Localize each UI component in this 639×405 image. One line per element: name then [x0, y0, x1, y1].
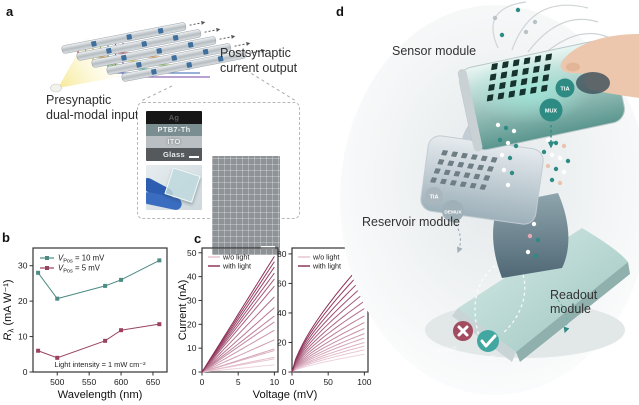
reservoir-device-array — [430, 150, 498, 190]
panel-letter-a: a — [6, 4, 14, 19]
svg-text:Rλ (mA W⁻¹): Rλ (mA W⁻¹) — [2, 279, 16, 340]
svg-text:50: 50 — [323, 377, 333, 387]
svg-text:0: 0 — [23, 367, 28, 377]
signal-dots-sensor — [495, 122, 519, 188]
floating-dots-top — [492, 7, 538, 38]
svg-text:TIA: TIA — [430, 195, 439, 201]
readout-edge — [516, 262, 630, 362]
svg-text:0: 0 — [192, 367, 197, 377]
panel-letter-d: d — [336, 4, 344, 19]
svg-text:TIA: TIA — [560, 87, 570, 93]
true-badge — [477, 330, 499, 352]
inset-connector-left — [140, 85, 173, 102]
reservoir-flow-arrow — [455, 223, 463, 254]
readout-module-arrow — [557, 299, 570, 334]
svg-text:20: 20 — [187, 319, 197, 329]
svg-text:Wavelength (nm): Wavelength (nm) — [58, 389, 143, 401]
finger — [560, 34, 639, 98]
svg-text:DEMUX: DEMUX — [444, 210, 462, 216]
svg-text:40: 40 — [277, 308, 287, 318]
signal-dots-cluster — [541, 137, 571, 186]
reservoir-module-label: Reservoir module — [362, 215, 460, 229]
svg-text:0: 0 — [200, 377, 205, 387]
svg-text:10: 10 — [270, 377, 280, 387]
signal-dots-neck — [523, 217, 541, 259]
svg-text:VPos = 5 mV: VPos = 5 mV — [58, 264, 101, 275]
svg-text:650: 650 — [146, 377, 160, 387]
crossbar-electrodes — [61, 20, 266, 82]
svg-text:100: 100 — [357, 377, 371, 387]
svg-text:MUX: MUX — [545, 109, 558, 115]
svg-text:with light: with light — [312, 262, 341, 271]
light-source — [50, 83, 62, 93]
x-icon — [457, 325, 469, 337]
cross-section-image: Ag PTB7-Th ITO Glass — [146, 111, 202, 161]
svg-text:10: 10 — [18, 332, 28, 342]
svg-text:0: 0 — [290, 377, 295, 387]
panel-letter-c: c — [194, 231, 202, 246]
svg-text:w/o light: w/o light — [312, 253, 339, 262]
panel-letter-b: b — [2, 230, 10, 245]
svg-text:500: 500 — [50, 377, 64, 387]
false-badge — [453, 321, 473, 341]
readout-sheet — [458, 228, 628, 352]
layer-ag: Ag — [146, 111, 202, 124]
sensor-device-array — [486, 53, 553, 102]
layer-glass: Glass — [146, 148, 202, 161]
readout-module-label: Readout module — [550, 288, 598, 316]
check-icon — [480, 334, 497, 348]
svg-text:VPos = 10 mV: VPos = 10 mV — [58, 254, 105, 265]
svg-text:with light: with light — [222, 262, 251, 271]
layer-ptb7th: PTB7-Th — [146, 124, 202, 136]
svg-text:50: 50 — [187, 248, 197, 258]
postsynaptic-label: Postsynaptic current output — [220, 46, 298, 75]
svg-text:30: 30 — [18, 261, 28, 271]
device-inset-box: Ag PTB7-Th ITO Glass — [137, 102, 300, 255]
presynaptic-label: Presynaptic dual-modal input — [46, 93, 139, 122]
svg-text:10: 10 — [187, 343, 197, 353]
reservoir-demux-chip: DEMUX — [442, 200, 464, 222]
svg-text:40: 40 — [187, 272, 197, 282]
svg-text:0: 0 — [282, 367, 287, 377]
svg-text:30: 30 — [187, 295, 197, 305]
svg-text:5: 5 — [236, 377, 241, 387]
true-text: True — [479, 352, 497, 364]
svg-text:Light intensity = 1 mW cm⁻²: Light intensity = 1 mW cm⁻² — [54, 360, 146, 369]
svg-text:20: 20 — [277, 337, 287, 347]
svg-text:Current (nA): Current (nA) — [178, 280, 189, 341]
svg-text:550: 550 — [82, 377, 96, 387]
sensor-module-label: Sensor module — [392, 44, 477, 58]
svg-text:600: 600 — [114, 377, 128, 387]
svg-text:w/o light: w/o light — [222, 253, 249, 262]
sensor-mux-chip: MUX — [539, 98, 563, 122]
svg-text:20: 20 — [18, 296, 28, 306]
svg-text:60: 60 — [277, 278, 287, 288]
module-illustration: False True TIA DEMUX — [340, 1, 639, 395]
svg-text:Voltage (mV): Voltage (mV) — [253, 389, 318, 401]
array-micrograph — [212, 156, 280, 255]
false-text: False — [437, 343, 459, 356]
svg-text:80: 80 — [277, 249, 287, 259]
layer-ito: ITO — [146, 136, 202, 148]
device-schematic — [50, 20, 297, 102]
sensor-tia-chip: TIA — [555, 78, 575, 98]
cross-section-scalebar — [189, 156, 199, 158]
device-photo — [146, 165, 202, 210]
reservoir-tia-chip: TIA — [425, 187, 443, 205]
